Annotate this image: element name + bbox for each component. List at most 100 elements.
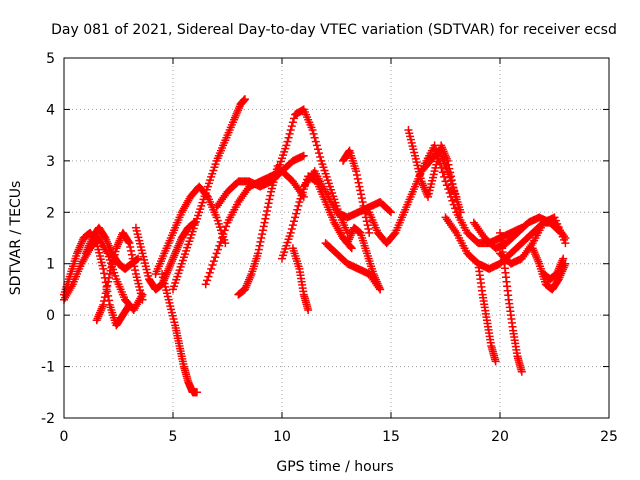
y-tick-label: 2 [46, 205, 55, 221]
data-point [309, 129, 318, 138]
data-point [445, 164, 454, 173]
data-point [310, 133, 319, 142]
data-point [130, 262, 139, 271]
data-point [312, 141, 321, 150]
data-point [207, 264, 216, 273]
data-point [240, 95, 249, 104]
series-s28 [539, 254, 568, 284]
data-point [215, 241, 224, 250]
data-point [265, 195, 274, 204]
x-axis-label: GPS time / hours [276, 459, 393, 475]
data-point [220, 226, 229, 235]
data-point [104, 273, 113, 282]
data-point [360, 205, 369, 214]
data-point [212, 249, 221, 258]
data-point [286, 228, 295, 237]
data-point [263, 207, 272, 215]
data-point [291, 213, 300, 222]
data-point [285, 129, 294, 138]
series-s10 [212, 151, 308, 212]
data-point [444, 185, 453, 194]
data-point [99, 264, 108, 273]
data-point [263, 203, 272, 212]
data-point [446, 192, 455, 201]
data-point [124, 237, 133, 246]
data-point [433, 150, 442, 159]
data-point [385, 207, 394, 215]
data-point [362, 217, 371, 226]
data-point [440, 172, 449, 181]
series-s11 [234, 162, 282, 299]
data-point [260, 218, 269, 227]
data-point [430, 141, 439, 150]
y-tick-label: 1 [46, 257, 55, 273]
x-tick-label: 5 [169, 429, 178, 445]
data-point [365, 228, 374, 237]
data-point [288, 221, 297, 230]
data-point [561, 239, 570, 248]
data-point [352, 167, 361, 176]
data-point [128, 254, 137, 263]
data-point [443, 156, 452, 165]
data-point [376, 285, 385, 294]
series-s26 [496, 213, 570, 268]
data-point [218, 234, 227, 242]
data-point [213, 245, 222, 254]
series-s04 [92, 228, 147, 325]
data-point [353, 174, 362, 183]
series-s12 [273, 105, 352, 237]
data-point [354, 178, 363, 187]
data-point [304, 306, 313, 314]
data-point [448, 196, 457, 205]
data-point [287, 225, 296, 233]
series-s23 [474, 259, 500, 366]
series-s17 [321, 239, 385, 294]
series-s27 [528, 244, 570, 294]
data-point [104, 277, 113, 286]
data-point [284, 133, 293, 142]
data-point [293, 205, 302, 214]
data-point [434, 154, 443, 163]
data-point [255, 241, 264, 250]
data-point [286, 126, 295, 134]
data-point [208, 261, 217, 269]
data-point [258, 226, 267, 235]
data-point [308, 126, 317, 134]
data-point [361, 209, 370, 218]
data-point [358, 198, 367, 206]
series-s15 [299, 167, 395, 222]
y-tick-label: -1 [41, 360, 55, 376]
data-point [356, 186, 365, 195]
data-point [299, 151, 308, 160]
data-point [364, 225, 373, 233]
data-point [451, 204, 460, 213]
data-point [127, 250, 136, 259]
data-point [258, 230, 267, 239]
data-point [264, 199, 273, 208]
y-tick-label: 0 [46, 308, 55, 324]
data-point [127, 246, 136, 255]
data-point [203, 276, 212, 285]
data-point [254, 249, 263, 258]
series-s06 [158, 270, 201, 397]
data-point [491, 357, 500, 366]
series-s14 [288, 244, 313, 314]
plot-border [63, 57, 610, 419]
data-point [311, 137, 320, 146]
y-tick-label: -2 [41, 411, 55, 427]
data-point [266, 191, 275, 200]
data-point [441, 177, 450, 186]
x-tick-label: 25 [600, 429, 618, 445]
data-point [254, 245, 263, 254]
data-point [313, 145, 322, 154]
data-point [102, 285, 111, 294]
data-point [138, 295, 147, 304]
data-point [204, 272, 213, 281]
data-point [100, 293, 109, 302]
x-tick-label: 15 [382, 429, 400, 445]
x-tick-label: 0 [60, 429, 69, 445]
data-point [99, 300, 108, 309]
data-point [282, 141, 291, 150]
data-point [448, 180, 457, 188]
data-point [125, 239, 134, 248]
